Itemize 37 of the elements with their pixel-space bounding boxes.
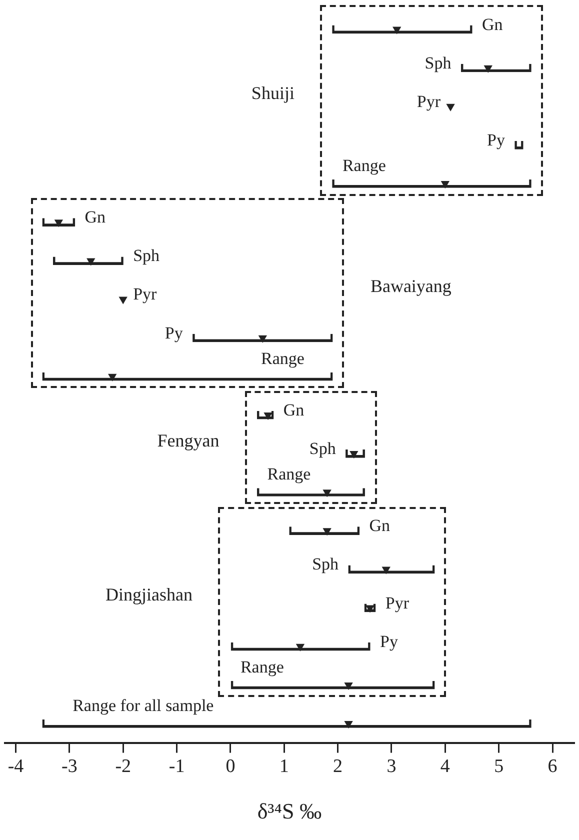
y-tick-label: Pyr xyxy=(416,92,441,111)
y-tick-label: Range xyxy=(267,464,311,484)
x-tick-label: 2 xyxy=(333,756,343,778)
y-tick-label: Gn xyxy=(84,208,106,227)
point xyxy=(118,296,128,304)
y-tick-label: Range xyxy=(342,156,386,176)
y-tick-label: Py xyxy=(164,323,184,342)
x-axis-title: δ³⁴S ‰ xyxy=(257,798,322,824)
y-tick-label: Gn xyxy=(369,516,391,536)
y-tick-label: Pyr xyxy=(385,593,410,612)
x-tick-label: 1 xyxy=(279,756,289,778)
x-tick-label: -4 xyxy=(8,756,24,778)
x-tick-label: -2 xyxy=(115,756,132,778)
x-tick-label: 4 xyxy=(440,756,450,778)
y-tick-label: Gn xyxy=(482,14,504,34)
x-tick-label: 6 xyxy=(548,756,558,778)
x-tick-label: -3 xyxy=(62,756,78,778)
y-tick-label: Sph xyxy=(312,554,340,574)
annotation: Fengyan xyxy=(157,430,220,450)
y-tick-label: Sph xyxy=(424,53,452,72)
y-tick-label: Sph xyxy=(133,246,160,266)
y-tick-label: Sph xyxy=(309,439,336,458)
y-tick-label: Range xyxy=(261,348,304,368)
y-tick-label: Range xyxy=(240,657,284,676)
y-tick-label: Gn xyxy=(283,400,305,420)
x-tick-label: 3 xyxy=(386,756,396,778)
y-tick-label: Py xyxy=(486,130,506,150)
y-tick-label: Pyr xyxy=(133,284,158,304)
y-tick-label: Range for all sample xyxy=(72,696,214,715)
y-tick-label: Py xyxy=(380,632,398,651)
point xyxy=(446,104,455,112)
annotation: Bawaiyang xyxy=(370,276,452,296)
annotation: Dingjiashan xyxy=(105,584,192,605)
x-tick-label: 5 xyxy=(494,756,504,778)
x-tick-label: -1 xyxy=(168,756,185,778)
annotation: Shuiji xyxy=(251,83,294,104)
x-tick-label: 0 xyxy=(226,756,236,778)
